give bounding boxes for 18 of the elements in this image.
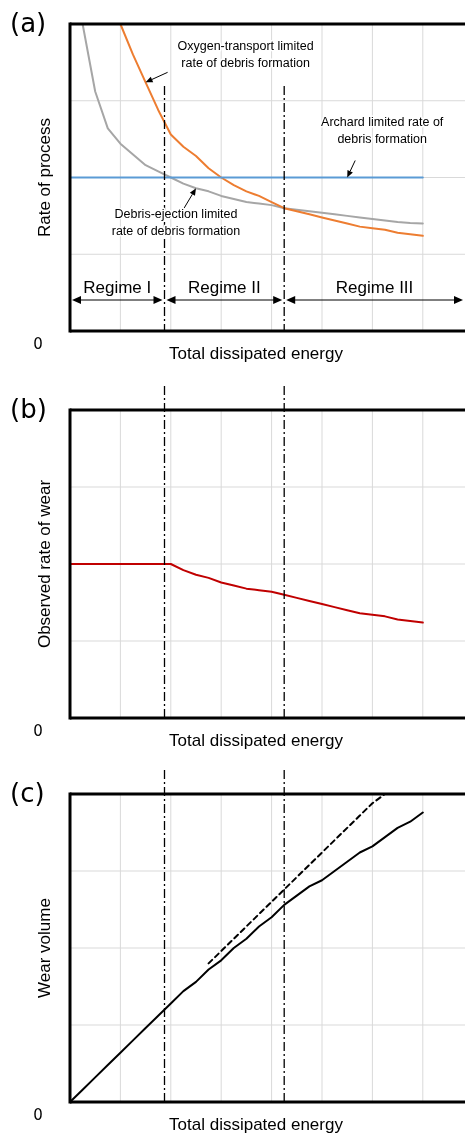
- annotation: Regime III: [335, 278, 414, 297]
- annotation: Oxygen-transport limited rate of debris formation: [177, 38, 314, 70]
- chart-title: (b): [10, 394, 47, 424]
- x-axis-title: Total dissipated energy: [169, 344, 344, 363]
- text: 0: [33, 722, 43, 740]
- x-axis-title: Total dissipated energy: [169, 731, 344, 750]
- annotation: Regime II: [187, 278, 261, 297]
- text: 0: [33, 1106, 43, 1124]
- y-axis-title: Rate of process: [35, 117, 54, 238]
- text: 0: [33, 335, 43, 353]
- y-axis-title: Wear volume: [35, 898, 54, 998]
- chart-title: (c): [10, 778, 45, 808]
- annotation: Archard limited rate of debris formation: [321, 115, 444, 146]
- x-axis-title: Total dissipated energy: [169, 1115, 344, 1134]
- annotation: Regime I: [83, 278, 152, 297]
- y-axis-title: Observed rate of wear: [35, 479, 54, 649]
- annotation: Debris-ejection limited rate of debris formation: [111, 206, 241, 238]
- chart-title: (a): [10, 8, 47, 38]
